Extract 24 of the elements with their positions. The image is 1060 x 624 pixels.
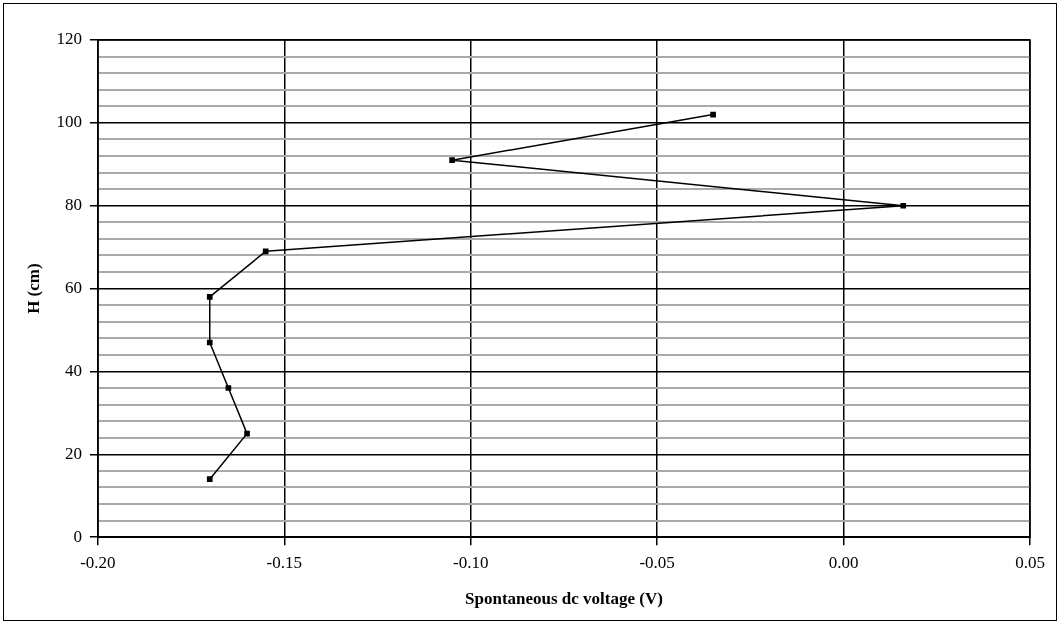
y-tick-label: 80 [64,195,82,215]
x-tick-label: 0.00 [828,552,859,572]
point [206,339,213,346]
x-tick-label: -0.15 [266,552,303,572]
point [262,248,269,255]
point [710,111,716,118]
x-axis-title: Spontaneous dc voltage (V) [465,589,663,609]
point [900,202,907,209]
x-tick-label: -0.05 [639,552,675,572]
y-tick-label: 20 [64,443,82,463]
x-tick-label: 0.05 [1015,552,1045,572]
point [449,157,455,163]
point [225,385,232,391]
x-tick-label: -0.10 [453,552,489,572]
y-tick-label: 60 [64,278,82,298]
y-tick-label: 40 [64,360,82,380]
x-tick-label: -0.20 [80,552,116,572]
y-tick-label: 0 [73,526,82,546]
point [206,476,213,483]
y-axis-title: H (cm) [23,263,43,314]
y-tick-label: 100 [56,112,82,132]
y-tick-label: 120 [56,29,82,49]
point [206,294,213,300]
point [244,430,250,437]
